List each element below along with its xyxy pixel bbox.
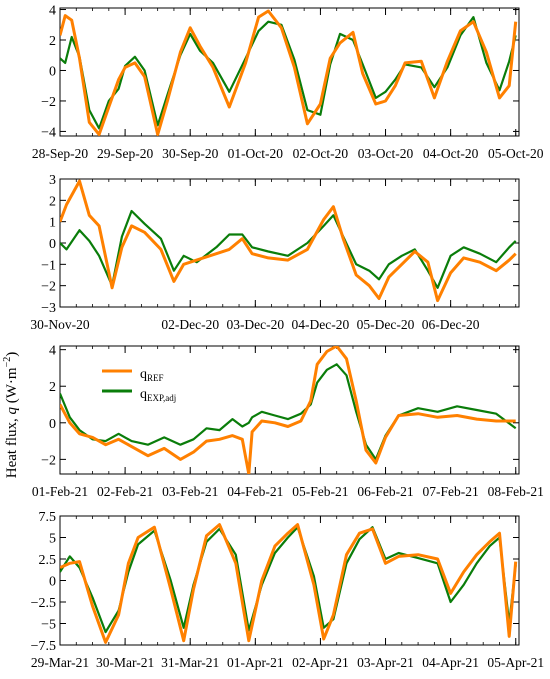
y-tick-label: −2.5 xyxy=(31,596,56,611)
panel-1: −4 −2 0 2 4 28-Sep-20 29-Sep-20 30-Sep-20 01-Oct… xyxy=(32,4,544,161)
panel-4: −7.5 −5 −2.5 0 2.5 5 7.5 29-Mar-21 30-Mar-21 31-M… xyxy=(31,510,545,670)
y-tick-label: −2 xyxy=(41,280,56,295)
series-line-exp xyxy=(60,526,517,634)
series-line-ref xyxy=(60,179,517,303)
y-tick-label: −7.5 xyxy=(31,639,56,654)
x-tick-label: 03-Apr-21 xyxy=(357,655,414,670)
x-tick-label: 01-Feb-21 xyxy=(32,484,88,499)
y-tick-label: 4 xyxy=(49,4,56,19)
y-tick-label: 7.5 xyxy=(39,510,57,525)
panel-2: −3 −2 −1 0 1 2 3 30-Nov-20 02-Dec-20 03-Dec-20 04-… xyxy=(30,173,520,332)
legend-label-exp-base: q xyxy=(140,387,147,402)
series-line-exp xyxy=(60,16,517,130)
y-axis-label-main: Heat flux, xyxy=(4,414,20,478)
x-tick-label: 04-Apr-21 xyxy=(422,655,479,670)
x-tick-label: 06-Feb-21 xyxy=(357,484,413,499)
x-tick-label: 05-Feb-21 xyxy=(292,484,348,499)
plot-frame xyxy=(59,7,520,137)
x-tick-label: 04-Dec-20 xyxy=(292,317,350,332)
y-tick-label: 2.5 xyxy=(39,553,57,568)
plot-frame xyxy=(59,178,520,308)
x-tick-label: 30-Mar-21 xyxy=(96,655,154,670)
y-tick-label: 2 xyxy=(49,194,56,209)
y-axis-label-units: (W·m xyxy=(4,367,20,403)
panels-group: −4 −2 0 2 4 28-Sep-20 29-Sep-20 30-Sep-20 01-Oct… xyxy=(30,4,544,670)
y-tick-label: 0 xyxy=(49,64,56,79)
svg-text:Heat flux, q (W·m−2): Heat flux, q (W·m−2) xyxy=(2,352,20,478)
y-tick-label: −1 xyxy=(41,258,56,273)
y-axis-label-q: q xyxy=(4,406,20,414)
legend-label-ref-sub: REF xyxy=(147,373,164,383)
y-tick-label: −2 xyxy=(41,453,56,468)
legend-label-exp-sub: EXP,adj xyxy=(147,393,176,403)
x-tick-label: 05-Apr-21 xyxy=(487,655,544,670)
x-tick-label: 02-Feb-21 xyxy=(97,484,153,499)
legend-label-ref-base: q xyxy=(140,367,147,382)
x-tick-label: 04-Feb-21 xyxy=(227,484,283,499)
x-tick-label: 07-Feb-21 xyxy=(423,484,479,499)
series-line-ref xyxy=(60,346,516,474)
legend: qREF qEXP,adj xyxy=(102,367,176,403)
y-tick-label: −3 xyxy=(41,301,56,316)
legend-item-exp: qEXP,adj xyxy=(102,387,176,403)
y-axis-label: Heat flux, q (W·m−2) xyxy=(2,352,20,478)
x-tick-label: 02-Apr-21 xyxy=(292,655,349,670)
y-tick-label: −4 xyxy=(41,125,56,140)
x-tick-label: 01-Apr-21 xyxy=(227,655,284,670)
x-tick-label: 02-Dec-20 xyxy=(161,317,219,332)
y-tick-label: 3 xyxy=(49,173,56,188)
x-tick-label: 01-Oct-20 xyxy=(228,146,284,161)
y-tick-label: 2 xyxy=(49,380,56,395)
y-axis-label-close: ) xyxy=(4,352,20,357)
y-tick-label: −2 xyxy=(41,95,56,110)
x-tick-label: 28-Sep-20 xyxy=(32,146,88,161)
x-tick-label: 05-Dec-20 xyxy=(357,317,415,332)
series-line-exp xyxy=(60,209,517,289)
y-tick-label: 0 xyxy=(49,237,56,252)
x-tick-label: 03-Oct-20 xyxy=(358,146,414,161)
panel-3: −2 0 2 4 01-Feb-21 02-Feb-21 03-Feb-21 04-Feb-2… xyxy=(32,344,544,499)
x-tick-label: 02-Oct-20 xyxy=(293,146,349,161)
y-tick-label: 2 xyxy=(49,34,56,49)
y-tick-label: −5 xyxy=(41,618,56,633)
x-tick-label: 30-Sep-20 xyxy=(162,146,218,161)
x-tick-label: 06-Dec-20 xyxy=(422,317,480,332)
x-tick-label: 31-Mar-21 xyxy=(161,655,219,670)
x-tick-label: 29-Mar-21 xyxy=(31,655,89,670)
series-line-ref xyxy=(60,523,518,644)
x-tick-label: 29-Sep-20 xyxy=(97,146,153,161)
x-tick-label: 05-Oct-20 xyxy=(488,146,544,161)
svg-text:qEXP,adj: qEXP,adj xyxy=(140,387,176,403)
x-tick-label: 03-Feb-21 xyxy=(162,484,218,499)
y-tick-label: 0 xyxy=(49,417,56,432)
svg-text:qREF: qREF xyxy=(140,367,164,383)
series-line-ref xyxy=(60,9,518,136)
y-axis-label-sup: −2 xyxy=(2,357,13,368)
x-tick-label: 30-Nov-20 xyxy=(30,317,89,332)
plot-frame xyxy=(59,345,520,475)
y-tick-label: 1 xyxy=(49,216,56,231)
y-tick-label: 5 xyxy=(49,532,56,547)
x-tick-label: 03-Dec-20 xyxy=(226,317,284,332)
x-tick-label: 04-Oct-20 xyxy=(423,146,479,161)
legend-item-ref: qREF xyxy=(102,367,164,383)
x-tick-label: 08-Feb-21 xyxy=(488,484,544,499)
y-tick-label: 4 xyxy=(49,344,56,359)
y-tick-label: 0 xyxy=(49,575,56,590)
